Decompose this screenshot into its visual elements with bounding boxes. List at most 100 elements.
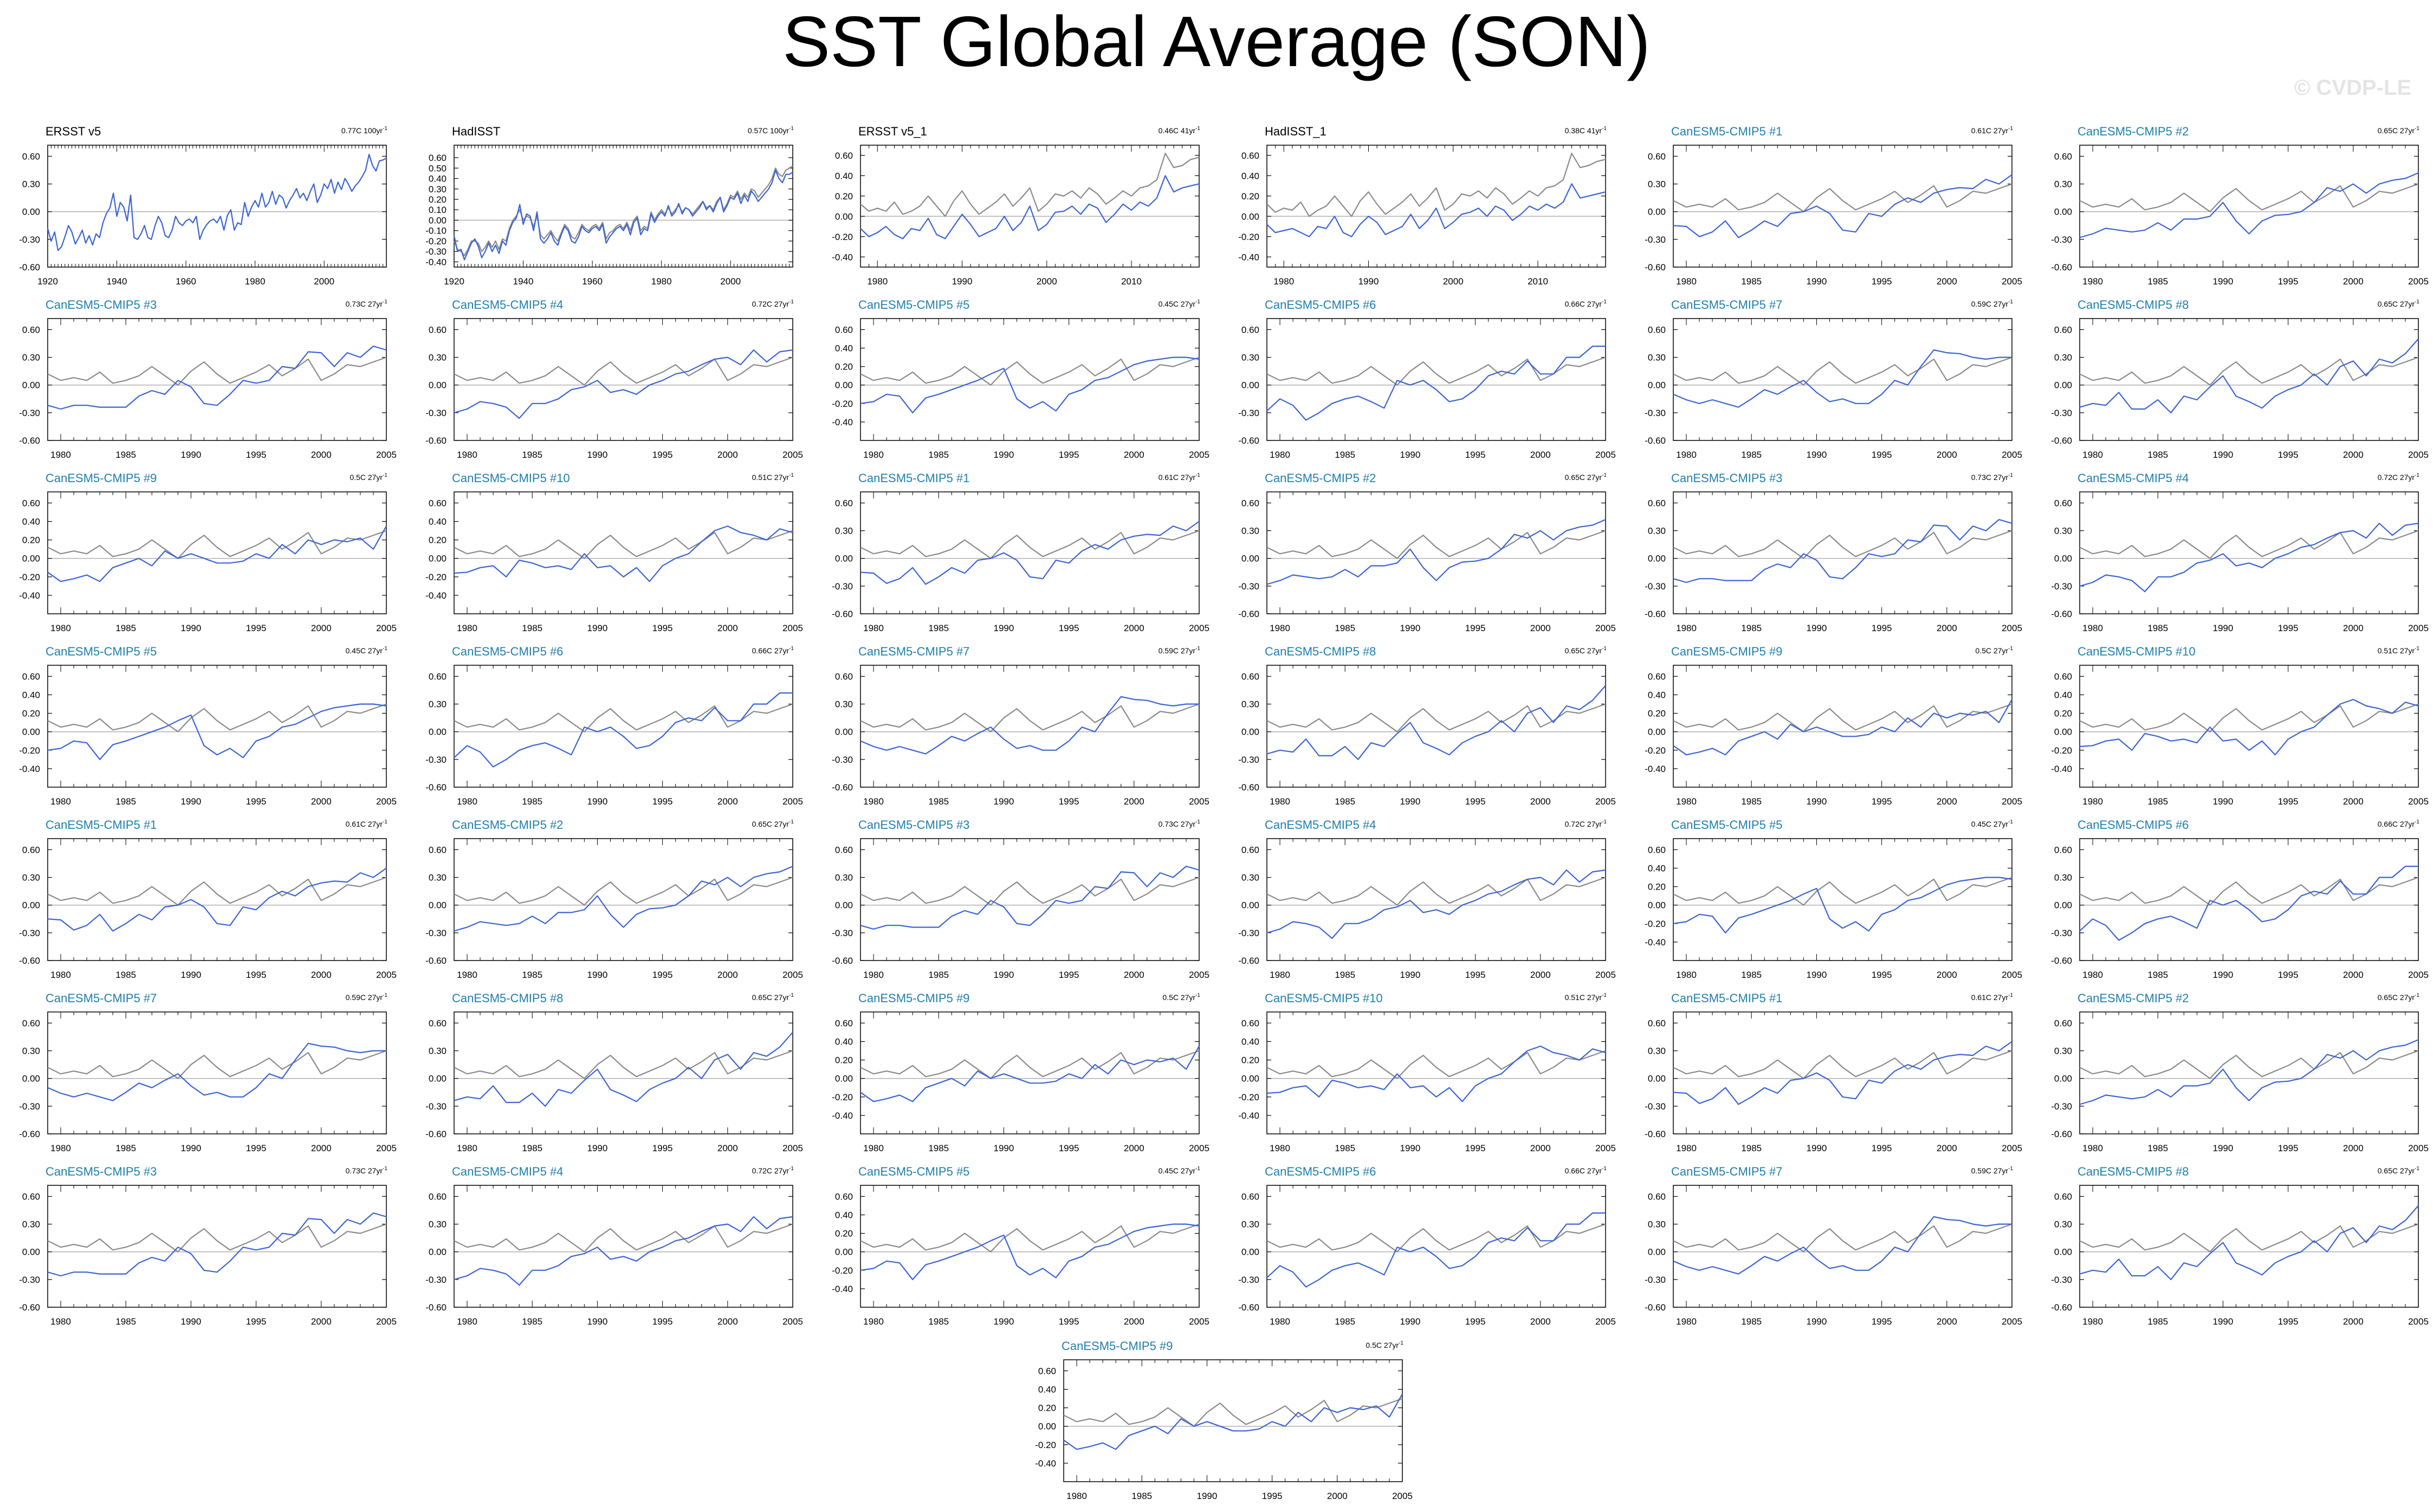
plot-frame <box>1266 838 1606 961</box>
x-tick-label: 1980 <box>863 450 884 460</box>
x-tick-label: 2000 <box>2343 1143 2364 1153</box>
series-line <box>2079 530 2419 559</box>
chart-title: CanESM5-CMIP5 #6 <box>1265 1165 1376 1178</box>
chart-panel: CanESM5-CMIP5 #2 0.65C 27yr-1 0.60 0.30 0.00… <box>1238 471 1616 633</box>
x-tick-label: 1990 <box>1807 276 1827 287</box>
y-tick-label: -0.30 <box>2051 1101 2072 1112</box>
chart-title: CanESM5-CMIP5 #2 <box>452 818 563 832</box>
x-tick-label: 2005 <box>1595 623 1616 633</box>
x-tick-label: 2005 <box>2408 623 2429 633</box>
chart-panel: CanESM5-CMIP5 #7 0.59C 27yr-1 0.60 0.30 0.00… <box>1645 298 2022 460</box>
x-tick-label: 1980 <box>1676 276 1697 287</box>
trend-label: 0.73C 27yr-1 <box>1159 819 1201 828</box>
x-tick-label: 1980 <box>457 1316 477 1327</box>
x-tick-label: 2000 <box>1124 1316 1144 1327</box>
y-tick-label: 0.60 <box>22 151 40 161</box>
x-tick-label: 1985 <box>115 1316 136 1327</box>
x-tick-label: 2000 <box>717 450 738 460</box>
y-tick-label: 0.60 <box>22 845 40 855</box>
series-line <box>2079 877 2419 906</box>
y-tick-label: -0.40 <box>1238 1111 1259 1121</box>
x-tick-label: 1980 <box>863 1316 884 1327</box>
y-tick-label: 0.60 <box>1241 1018 1259 1028</box>
y-tick-label: 0.60 <box>835 1018 853 1028</box>
y-tick-label: 0.00 <box>429 900 447 911</box>
x-tick-label: 1980 <box>1676 796 1697 807</box>
x-tick-label: 1980 <box>1273 276 1294 287</box>
x-tick-label: 1995 <box>1872 276 1892 287</box>
x-tick-label: 2005 <box>1189 1143 1209 1153</box>
x-tick-label: 1990 <box>181 796 202 807</box>
trend-label: 0.77C 100yr-1 <box>341 126 388 135</box>
x-tick-label: 1995 <box>1465 796 1486 807</box>
x-tick-label: 1990 <box>2213 623 2234 633</box>
y-tick-label: -0.60 <box>425 956 447 966</box>
trend-label: 0.46C 41yr-1 <box>1159 126 1201 135</box>
plot-frame <box>860 838 1200 961</box>
plot-frame <box>1266 145 1606 268</box>
y-tick-label: 0.60 <box>1241 498 1259 508</box>
x-tick-label: 1990 <box>587 450 608 460</box>
y-tick-label: 0.60 <box>1038 1366 1056 1376</box>
x-tick-label: 1995 <box>1872 1143 1892 1153</box>
y-tick-label: 0.40 <box>22 517 40 527</box>
y-tick-label: -0.60 <box>2051 1129 2072 1139</box>
series-line <box>47 1212 387 1277</box>
y-tick-label: 0.20 <box>22 535 40 546</box>
series-line <box>2079 1223 2419 1253</box>
x-tick-label: 1985 <box>115 450 136 460</box>
y-tick-label: -0.30 <box>19 1275 40 1285</box>
x-tick-label: 1985 <box>2147 276 2168 287</box>
y-tick-label: -0.40 <box>1238 252 1259 262</box>
y-tick-label: 0.00 <box>835 1074 853 1084</box>
y-tick-label: 0.40 <box>835 343 853 354</box>
x-tick-label: 1990 <box>1400 450 1421 460</box>
x-tick-label: 1990 <box>587 1143 608 1153</box>
x-tick-label: 1985 <box>115 970 136 980</box>
chart-panel: CanESM5-CMIP5 #3 0.73C 27yr-1 0.60 0.30 0.00… <box>19 1165 397 1327</box>
x-tick-label: 2005 <box>782 623 803 633</box>
x-tick-label: 1985 <box>1741 1143 1762 1153</box>
y-tick-label: -0.20 <box>1238 1092 1259 1102</box>
x-tick-label: 2005 <box>1595 796 1616 807</box>
chart-panel: CanESM5-CMIP5 #3 0.73C 27yr-1 0.60 0.30 0.00… <box>832 818 1209 980</box>
y-tick-label: 0.40 <box>22 690 40 700</box>
chart-panel: CanESM5-CMIP5 #5 0.45C 27yr-1 0.60 0.40 0.20… <box>832 298 1209 460</box>
series-line <box>1673 530 2013 559</box>
x-tick-label: 2005 <box>2408 970 2429 980</box>
plot-frame <box>454 145 793 268</box>
y-tick-label: 0.20 <box>1648 882 1666 892</box>
trend-label: 0.57C 100yr-1 <box>748 126 794 135</box>
x-tick-label: 2000 <box>1327 1491 1348 1501</box>
x-tick-label: 2005 <box>1189 450 1209 460</box>
x-tick-label: 1990 <box>2213 1143 2234 1153</box>
chart-panel: CanESM5-CMIP5 #3 0.73C 27yr-1 0.60 0.30 0.00… <box>19 298 397 460</box>
x-tick-label: 2000 <box>1530 623 1551 633</box>
x-tick-label: 1980 <box>1270 450 1290 460</box>
trend-label: 0.72C 27yr-1 <box>752 299 794 308</box>
series-line <box>47 703 387 732</box>
x-tick-label: 1995 <box>1059 1143 1079 1153</box>
x-tick-label: 1980 <box>863 970 884 980</box>
chart-title: CanESM5-CMIP5 #2 <box>1265 471 1376 485</box>
x-tick-label: 1990 <box>587 623 608 633</box>
chart-panel: CanESM5-CMIP5 #4 0.72C 27yr-1 0.60 0.30 0.00… <box>2051 471 2429 633</box>
series-line <box>2079 338 2419 414</box>
trend-label: 0.38C 41yr-1 <box>1565 126 1607 135</box>
y-tick-label: 0.60 <box>835 151 853 161</box>
plot-frame <box>47 145 387 268</box>
series-line <box>453 165 793 256</box>
chart-panel: CanESM5-CMIP5 #8 0.65C 27yr-1 0.60 0.30 0.00… <box>2051 298 2429 460</box>
y-tick-label: 0.60 <box>1648 498 1666 508</box>
series-line <box>2079 703 2419 732</box>
series-line <box>1266 703 1606 732</box>
chart-title: CanESM5-CMIP5 #5 <box>1671 818 1782 832</box>
y-tick-label: 0.30 <box>1241 699 1259 710</box>
series-line <box>1673 1223 2013 1253</box>
y-tick-label: -0.60 <box>1645 609 1666 619</box>
x-tick-label: 2005 <box>2408 450 2429 460</box>
plot-frame <box>1673 665 2013 788</box>
x-tick-label: 1980 <box>457 450 477 460</box>
x-tick-label: 2000 <box>1037 276 1057 287</box>
x-tick-label: 2000 <box>1443 276 1464 287</box>
